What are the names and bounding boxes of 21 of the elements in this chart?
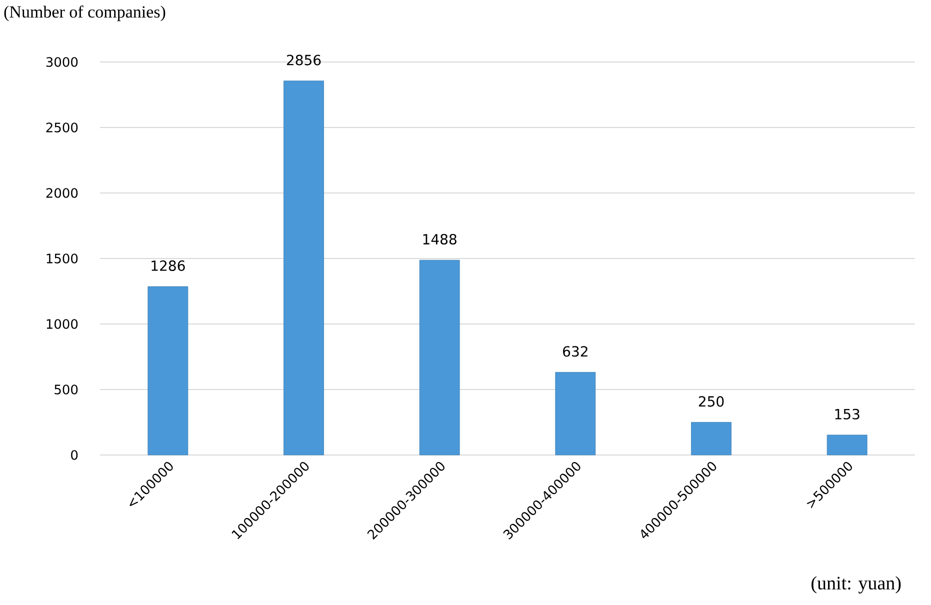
y-tick-label: 2500 [46,122,78,132]
text: (unit: yuan) [812,576,901,594]
y-tick-label: 3000 [46,57,78,67]
y-axis-title: (Number of companies) [4,6,166,22]
y-tick-label: 1500 [46,254,78,264]
bar [284,80,324,456]
bar [148,286,188,456]
y-tick-label: 0 [71,450,78,460]
y-tick-label: 2000 [46,188,78,198]
data-label: 250 [698,396,724,407]
bar [691,422,732,456]
y-tick-label: 1000 [46,319,78,329]
bar [419,260,460,456]
data-label: 2856 [286,54,321,66]
data-label: 153 [835,408,860,420]
data-label: 1488 [423,234,456,245]
data-label: 632 [563,346,588,357]
data-label: 1286 [152,260,185,272]
bar [826,434,868,456]
bar [555,372,596,456]
y-tick-label: 500 [54,384,78,394]
